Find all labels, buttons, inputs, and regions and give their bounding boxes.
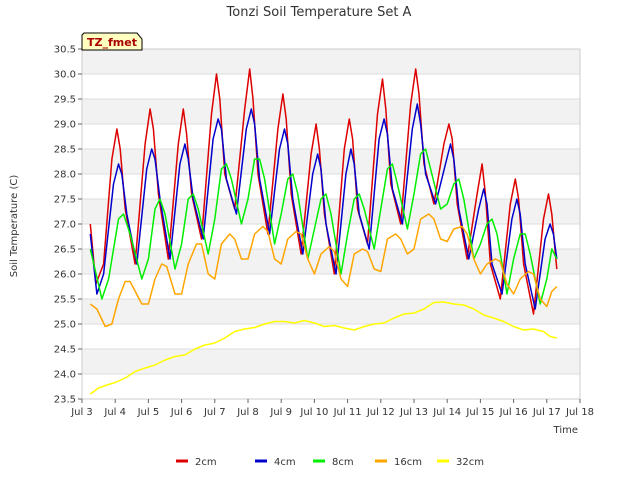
x-tick-label: Jul 4 — [103, 407, 126, 418]
x-tick-label: Jul 14 — [432, 407, 461, 418]
legend-item-32cm: 32cm — [437, 457, 484, 468]
x-tick-label: Jul 12 — [366, 407, 395, 418]
x-tick-label: Jul 11 — [333, 407, 362, 418]
y-tick-label: 29.5 — [54, 95, 76, 106]
y-tick-label: 26.5 — [54, 245, 76, 256]
grid-band — [82, 349, 580, 374]
legend-label: 4cm — [274, 457, 296, 468]
series-line-32cm — [89, 301, 557, 395]
annotation-label: TZ_fmet — [87, 36, 137, 49]
legend-item-2cm: 2cm — [176, 457, 217, 468]
tz-fmet-annotation: TZ_fmet — [81, 32, 143, 51]
y-tick-label: 30.0 — [54, 70, 76, 81]
grid-band — [82, 99, 580, 124]
chart-title: Tonzi Soil Temperature Set A — [226, 5, 412, 20]
grid-band — [82, 299, 580, 324]
y-tick-label: 26.0 — [54, 270, 76, 281]
y-tick-label: 23.5 — [54, 395, 76, 406]
y-tick-label: 25.5 — [54, 295, 76, 306]
series-line-8cm — [89, 148, 558, 305]
y-tick-label: 29.0 — [54, 120, 76, 131]
legend-label: 2cm — [195, 457, 217, 468]
y-tick-label: 24.5 — [54, 345, 76, 356]
legend-item-4cm: 4cm — [255, 457, 296, 468]
grid-band — [82, 149, 580, 174]
legend-item-16cm: 16cm — [375, 457, 422, 468]
legend: 2cm 4cm 8cm 16cm 32cm — [176, 457, 484, 468]
x-tick-label: Jul 6 — [170, 407, 193, 418]
legend-label: 8cm — [332, 457, 354, 468]
x-tick-label: Jul 13 — [399, 407, 428, 418]
y-tick-label: 25.0 — [54, 320, 76, 331]
x-tick-label: Jul 5 — [137, 407, 160, 418]
x-tick-label: Jul 16 — [499, 407, 528, 418]
x-tick-label: Jul 7 — [203, 407, 226, 418]
x-tick-label: Jul 9 — [269, 407, 292, 418]
x-tick-label: Jul 18 — [565, 407, 594, 418]
x-tick-label: Jul 8 — [236, 407, 259, 418]
x-axis: Jul 3 Jul 4 Jul 5 Jul 6 Jul 7 Jul 8 Jul 9 Jul 1… — [70, 399, 594, 418]
y-axis: 23.5 24.0 24.5 25.0 25.5 26.0 26.5 27.0 27.5 28.0… — [54, 45, 82, 406]
y-tick-label: 27.0 — [54, 220, 76, 231]
series-lines — [89, 68, 558, 395]
x-tick-label: Jul 15 — [465, 407, 494, 418]
y-tick-label: 28.0 — [54, 170, 76, 181]
x-axis-label: Time — [553, 425, 578, 436]
legend-label: 16cm — [394, 457, 422, 468]
y-tick-label: 28.5 — [54, 145, 76, 156]
y-axis-label: Soil Temperature (C) — [9, 175, 20, 278]
x-tick-label: Jul 10 — [299, 407, 328, 418]
x-tick-label: Jul 3 — [70, 407, 93, 418]
y-tick-label: 30.5 — [54, 45, 76, 56]
series-line-16cm — [89, 213, 558, 328]
x-tick-label: Jul 17 — [532, 407, 561, 418]
grid-band — [82, 49, 580, 74]
y-tick-label: 24.0 — [54, 370, 76, 381]
y-tick-label: 27.5 — [54, 195, 76, 206]
legend-item-8cm: 8cm — [313, 457, 354, 468]
legend-label: 32cm — [456, 457, 484, 468]
